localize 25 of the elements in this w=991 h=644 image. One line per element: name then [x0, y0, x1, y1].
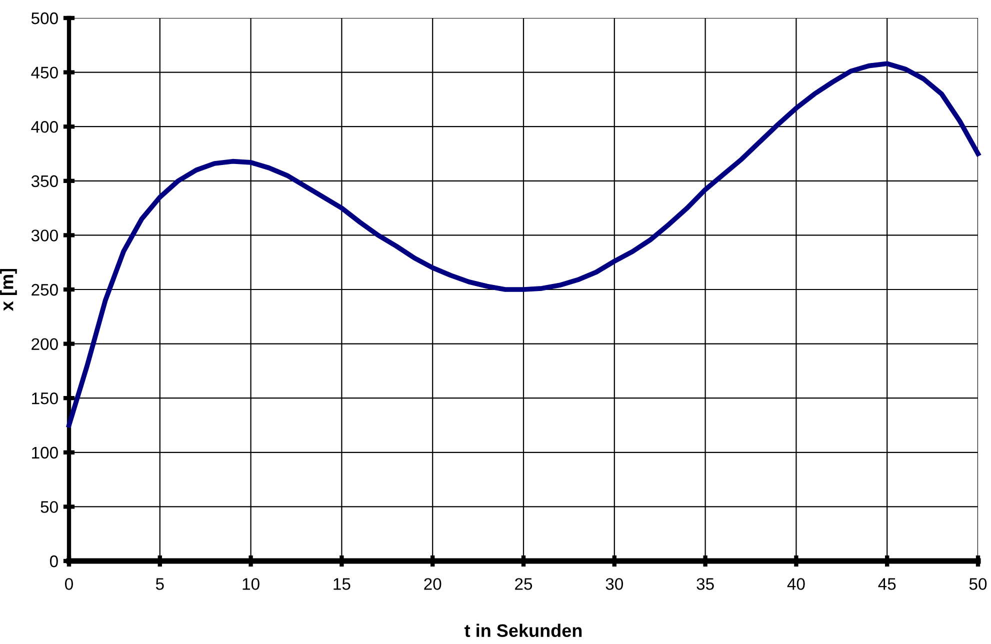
x-tick-label: 15 [334, 578, 350, 590]
y-tick-label: 250 [32, 284, 58, 296]
y-tick-label: 0 [50, 555, 58, 568]
y-tick-label: 500 [31, 12, 58, 24]
line-series [66, 61, 980, 428]
y-tick-label: 200 [32, 338, 58, 350]
x-tick-label: 50 [969, 578, 987, 590]
y-tick-label: 50 [40, 501, 58, 513]
x-tick-label: 35 [696, 578, 714, 590]
y-tick-label: 350 [31, 175, 58, 188]
y-axis-title: x [m] [0, 268, 17, 311]
x-tick-label: 5 [156, 578, 164, 590]
x-tick-label: 10 [242, 578, 260, 590]
y-tick-label: 100 [32, 446, 58, 459]
y-tick-label: 450 [31, 66, 58, 79]
x-tick-label: 20 [424, 578, 442, 590]
y-tick-label: 150 [32, 392, 58, 404]
x-axis-title: t in Sekunden [464, 624, 582, 638]
x-tick-label: 40 [787, 578, 805, 590]
x-tick-label: 45 [878, 578, 896, 590]
y-tick-label: 300 [31, 230, 58, 242]
x-tick-label: 25 [515, 578, 532, 590]
x-tick-label: 30 [606, 578, 624, 590]
x-tick-label: 0 [65, 578, 73, 590]
y-tick-label: 400 [31, 121, 58, 133]
